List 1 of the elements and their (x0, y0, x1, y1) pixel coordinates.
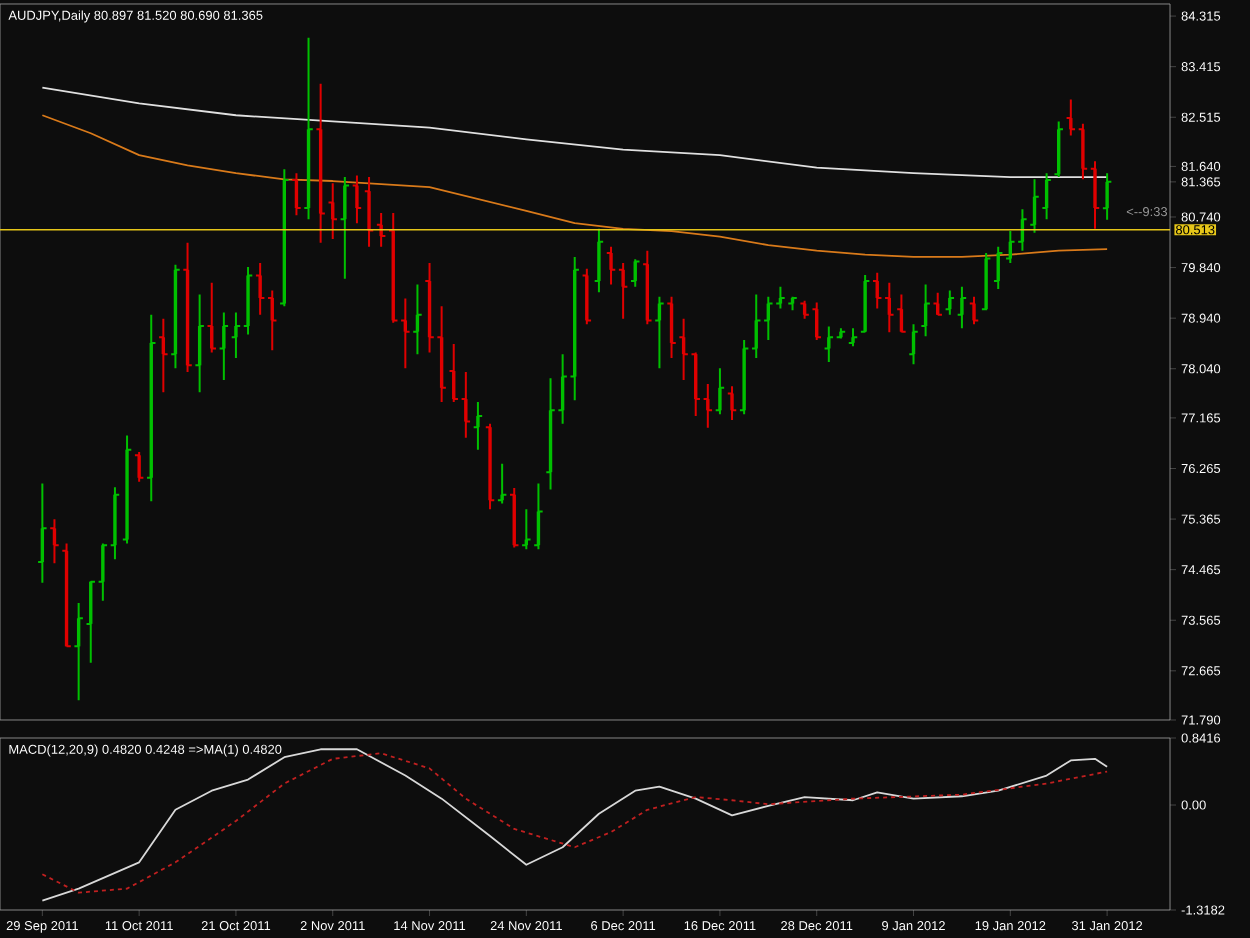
line-series (41, 86, 1109, 178)
